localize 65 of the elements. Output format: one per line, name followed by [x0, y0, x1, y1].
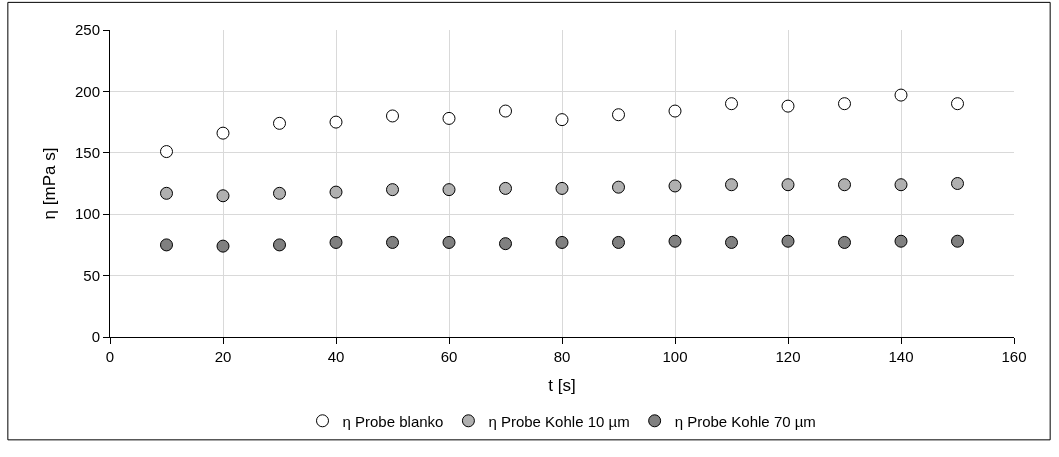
y-tick-label: 250: [74, 21, 100, 39]
point: [838, 97, 851, 111]
x-tick-label: 40: [327, 348, 345, 365]
legend-label: η Probe Kohle 70 µm: [674, 412, 816, 430]
x-tick-label: 160: [1001, 348, 1027, 365]
point: [329, 115, 343, 129]
point: [273, 186, 286, 200]
point: [160, 238, 173, 252]
point: [499, 104, 512, 118]
point: [273, 116, 286, 130]
x-axis-title: t [s]: [548, 376, 576, 396]
point: [499, 181, 512, 195]
point: [781, 99, 795, 113]
point: [668, 179, 682, 193]
point: [555, 113, 569, 127]
point: [668, 234, 682, 248]
point: [781, 178, 795, 192]
x-tick-label: 100: [662, 348, 688, 365]
y-tick-label: 0: [91, 328, 100, 346]
y-axis-title: η [mPa s]: [39, 147, 59, 220]
point: [499, 237, 512, 251]
point: [894, 178, 908, 192]
x-tick-label: 140: [888, 348, 914, 365]
point: [442, 111, 456, 125]
point: [725, 235, 738, 249]
y-tick-label: 50: [83, 266, 100, 284]
point: [951, 97, 964, 111]
y-tick-label: 100: [74, 205, 100, 223]
point: [273, 238, 286, 252]
point: [442, 235, 456, 249]
point: [951, 177, 964, 190]
point: [216, 126, 230, 140]
point: [555, 235, 569, 249]
y-tick-label: 150: [74, 144, 100, 162]
point: [329, 185, 343, 199]
point: [951, 234, 964, 248]
point: [386, 235, 399, 249]
point: [612, 108, 625, 122]
point: [555, 181, 569, 195]
point: [329, 235, 343, 249]
point: [386, 183, 399, 197]
point: [894, 88, 908, 102]
point: [160, 145, 173, 159]
point: [216, 189, 230, 203]
x-tick-label: 0: [105, 348, 115, 365]
point: [160, 186, 173, 200]
point: [894, 234, 908, 248]
point: [838, 178, 851, 192]
point: [442, 183, 456, 197]
y-tick-label: 200: [74, 82, 100, 100]
point: [725, 97, 738, 111]
x-tick-label: 80: [553, 348, 571, 365]
point: [612, 180, 625, 194]
x-tick-label: 60: [440, 348, 458, 365]
point: [781, 234, 795, 248]
point: [725, 178, 738, 192]
x-tick-label: 120: [775, 348, 801, 365]
point: [612, 235, 625, 249]
legend-label: η Probe Kohle 10 µm: [488, 412, 630, 430]
legend-label: η Probe blanko: [342, 412, 444, 430]
point: [668, 104, 682, 118]
point: [386, 109, 399, 123]
x-tick-label: 20: [214, 348, 232, 365]
point: [838, 235, 851, 249]
point: [216, 239, 230, 253]
